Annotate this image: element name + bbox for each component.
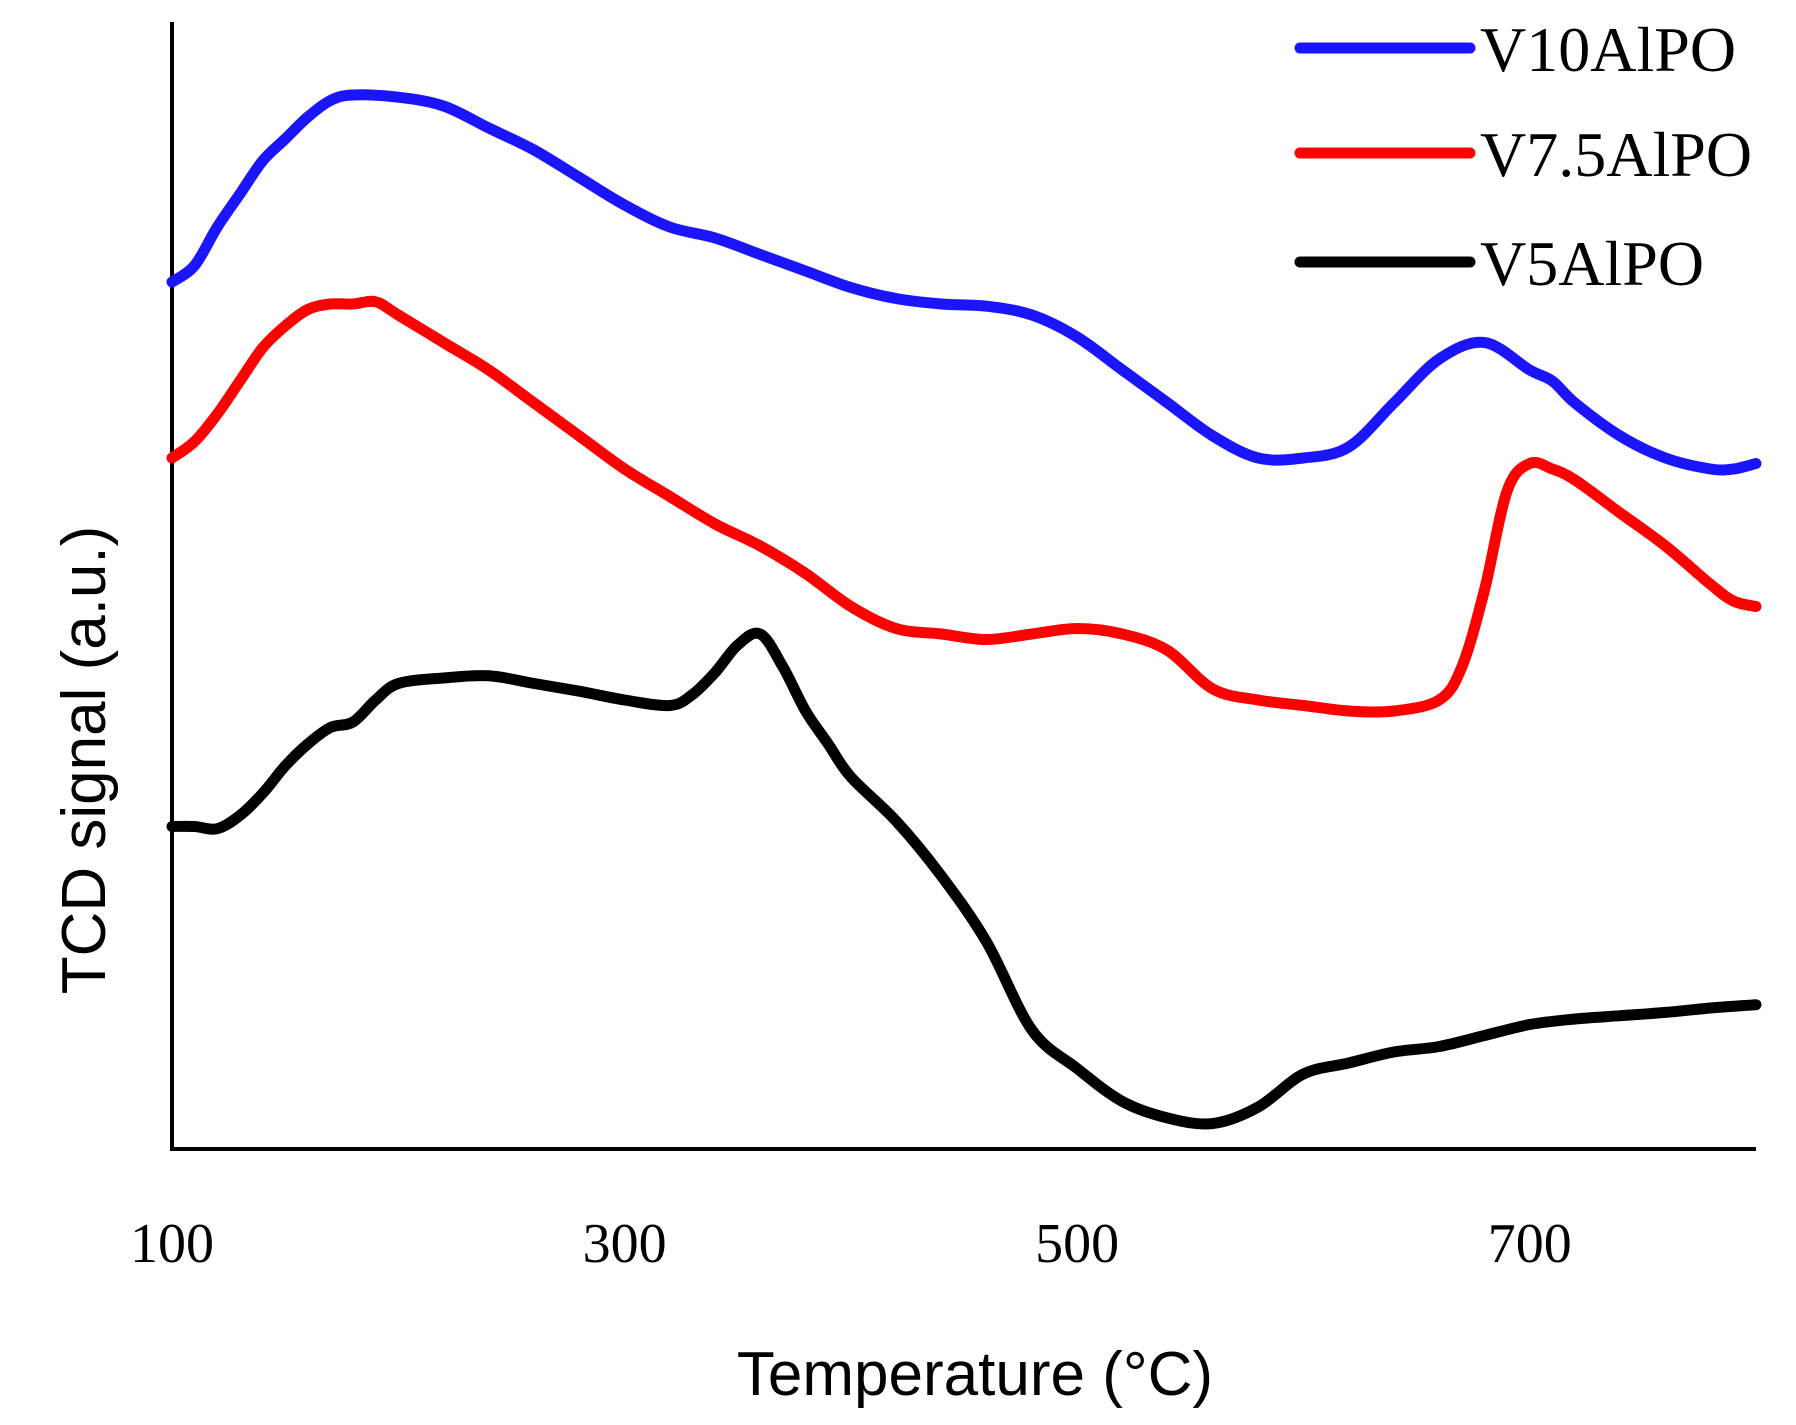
legend-item: V10AlPO: [1294, 14, 1736, 85]
legend-label-v5alpo: V5AlPO: [1480, 228, 1704, 299]
x-axis-label: Temperature (°C): [737, 1340, 1213, 1409]
x-tick-label: 500: [1035, 1213, 1119, 1275]
x-tick-label: 300: [583, 1213, 667, 1275]
series-layer: [166, 89, 1762, 1130]
y-axis-label: TCD signal (a.u.): [50, 526, 119, 995]
series-line-v5alpo: [166, 627, 1762, 1130]
legend-item: V7.5AlPO: [1294, 119, 1752, 190]
series-line-v10alpo: [166, 89, 1762, 476]
x-tick-labels: 100 300 500 700: [130, 1213, 1572, 1275]
legend-item: V5AlPO: [1294, 228, 1704, 299]
series-line-v7-5alpo: [166, 295, 1762, 718]
x-tick-label: 100: [130, 1213, 214, 1275]
x-tick-label: 700: [1488, 1213, 1572, 1275]
legend-label-v10alpo: V10AlPO: [1480, 14, 1736, 85]
legend: V10AlPO V7.5AlPO V5AlPO: [1294, 14, 1752, 299]
legend-label-v7-5alpo: V7.5AlPO: [1480, 119, 1752, 190]
